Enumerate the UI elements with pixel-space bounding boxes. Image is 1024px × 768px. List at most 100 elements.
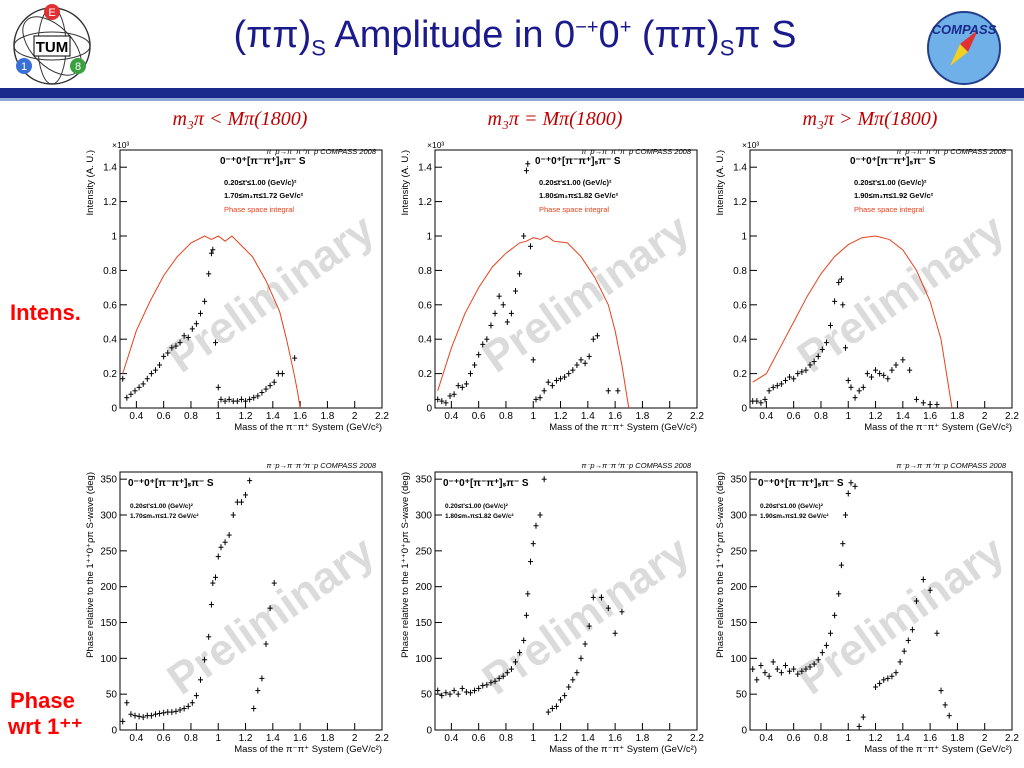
phase-space-legend: Phase space integral <box>224 205 294 214</box>
data-point <box>907 367 913 374</box>
x-tick-label: 2.2 <box>690 733 704 744</box>
data-point <box>612 630 618 637</box>
x-tick-label: 0.6 <box>787 411 801 422</box>
data-point <box>455 382 461 389</box>
x-tick-label: 1.6 <box>923 733 937 744</box>
data-point <box>582 360 588 367</box>
data-point <box>838 276 844 282</box>
data-point <box>165 349 171 356</box>
data-point <box>885 375 891 382</box>
data-point <box>856 723 862 730</box>
data-point <box>605 387 611 394</box>
data-point <box>443 689 449 696</box>
data-point <box>215 553 221 560</box>
y-tick-label: 0.8 <box>418 266 432 277</box>
data-point <box>124 394 130 401</box>
y-tick-label: 0.4 <box>103 335 117 346</box>
y-tick-label: 100 <box>730 654 747 665</box>
y-tick-label: 0.2 <box>103 369 117 380</box>
data-point <box>208 250 214 257</box>
reaction-label: π⁻p→π⁻π⁺π⁻p COMPASS 2008 <box>896 461 1006 470</box>
data-point <box>578 655 584 662</box>
data-point <box>533 522 539 529</box>
data-point <box>508 666 514 673</box>
data-point <box>819 346 825 353</box>
data-point <box>202 656 208 663</box>
data-point <box>140 714 146 721</box>
x-tick-label: 2.2 <box>1005 411 1019 422</box>
y-tick-label: 250 <box>415 546 432 557</box>
data-point <box>758 399 764 406</box>
data-point <box>558 375 564 382</box>
data-point <box>946 712 952 719</box>
x-tick-label: 1.2 <box>239 411 253 422</box>
plot-frame <box>749 149 1013 409</box>
data-point <box>210 580 216 587</box>
y-axis-label: Phase relative to the 1⁺⁺0⁺ρπ S-wave (de… <box>400 472 411 658</box>
mass-bin-label: 1.90≤m₃π≤1.92 GeV/c² <box>760 513 829 520</box>
x-tick-label: 1.6 <box>923 411 937 422</box>
data-point <box>128 711 134 718</box>
x-tick-label: 1 <box>530 733 536 744</box>
data-point <box>488 679 494 686</box>
data-point <box>566 684 572 690</box>
data-point <box>795 370 801 377</box>
y-tick-label: 0.6 <box>103 300 117 311</box>
phase-space-curve <box>437 235 630 409</box>
data-point <box>215 384 221 391</box>
data-point <box>856 387 862 394</box>
data-point <box>586 353 592 360</box>
data-point <box>877 680 883 687</box>
data-point <box>566 370 572 377</box>
data-point <box>770 658 776 665</box>
data-point <box>152 711 158 718</box>
data-point <box>525 590 531 597</box>
x-tick-label: 0.4 <box>444 733 458 744</box>
data-point <box>578 356 584 363</box>
phase-space-legend: Phase space integral <box>539 205 609 214</box>
data-point <box>189 699 195 706</box>
data-point <box>558 696 564 703</box>
data-point <box>590 594 596 601</box>
row-label-phase-reference: wrt 1⁺⁺ <box>8 714 83 739</box>
data-point <box>435 396 441 403</box>
data-point <box>181 332 187 339</box>
watermark-text: Preliminary <box>159 527 384 705</box>
y-tick-label: 0 <box>111 726 117 737</box>
x-tick-label: 1.6 <box>608 733 622 744</box>
y-tick-label: 1 <box>741 232 747 243</box>
data-point <box>795 671 801 678</box>
data-point <box>247 396 253 403</box>
data-point <box>226 532 232 539</box>
data-point <box>447 691 453 698</box>
data-point <box>615 387 621 394</box>
y-tick-label: 0.8 <box>733 266 747 277</box>
data-point <box>545 709 551 716</box>
data-point <box>234 398 240 405</box>
y-tick-label: 300 <box>415 511 432 522</box>
column-header-below: m₃π < Mπ(1800) <box>172 108 308 130</box>
data-point <box>868 374 874 381</box>
data-point <box>492 310 498 317</box>
data-point <box>881 372 887 379</box>
plot-frame <box>434 149 698 409</box>
x-axis-label: Mass of the π⁻π⁺ System (GeV/c²) <box>234 422 382 433</box>
data-point <box>271 580 277 587</box>
t-range-label: 0.20≤t'≤1.00 (GeV/c)² <box>539 178 612 187</box>
data-point <box>913 598 919 604</box>
data-point <box>533 396 539 403</box>
x-axis-label: Mass of the π⁻π⁺ System (GeV/c²) <box>864 744 1012 755</box>
data-point <box>530 356 536 363</box>
data-point <box>754 676 760 683</box>
y-tick-label: 0 <box>426 726 432 737</box>
data-point <box>136 384 142 391</box>
data-point <box>255 687 261 694</box>
wave-label: 0⁻⁺0⁺[π⁻π⁺]ₛπ⁻ S <box>535 156 621 167</box>
data-point <box>843 512 849 518</box>
data-point <box>173 708 179 715</box>
x-axis-label: Mass of the π⁻π⁺ System (GeV/c²) <box>234 744 382 755</box>
x-tick-label: 0.6 <box>472 733 486 744</box>
y-tick-label: 0.2 <box>418 369 432 380</box>
x-tick-label: 0.6 <box>157 411 171 422</box>
data-point <box>484 336 490 343</box>
